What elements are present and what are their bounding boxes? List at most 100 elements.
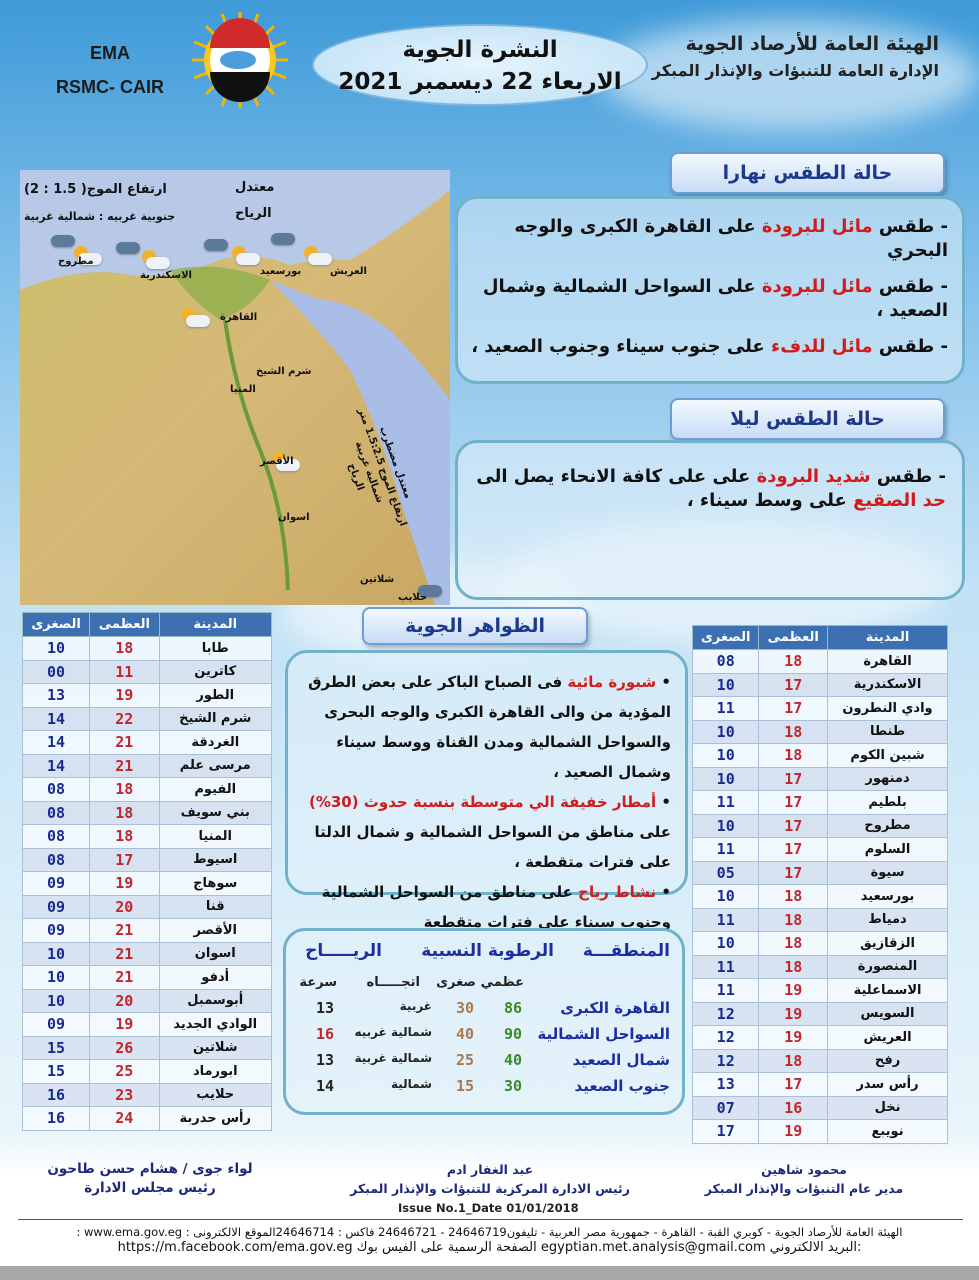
city-name: المنصورة — [827, 954, 948, 979]
min-temp: 14 — [21, 706, 91, 731]
org-line-1: الهيئة العامة للأرصاد الجوية — [685, 33, 939, 55]
max-temp: 17 — [758, 696, 829, 721]
max-temp: 18 — [89, 800, 160, 825]
sea-state-label: معتدل — [235, 180, 275, 195]
humidity-min: 30 — [455, 999, 474, 1017]
city-header: المدينة — [158, 612, 272, 637]
city-name: اسوان — [158, 941, 272, 966]
wind-speed: 13 — [315, 1051, 334, 1069]
city-label: بورسعيد — [260, 266, 302, 277]
city-name: طنطا — [827, 719, 948, 744]
min-temp: 08 — [691, 649, 760, 674]
egypt-weather-map: معتدل ارتفاع الموج( 1.5 : 2) الرياح جنوب… — [20, 170, 450, 605]
day-weather-title: حالة الطقس نهارا — [670, 152, 945, 194]
humidity-min: 25 — [455, 1051, 474, 1069]
bullet-icon: - — [932, 466, 946, 487]
table-row: نخل 16 07 — [691, 1095, 948, 1120]
city-label: اسوان — [278, 512, 310, 523]
city-name: بورسعيد — [827, 884, 948, 909]
humidity-min: 40 — [455, 1025, 474, 1043]
highlight-text: مائل للبرودة — [761, 276, 873, 297]
city-name: وادي النطرون — [827, 696, 948, 721]
min-temp: 10 — [691, 931, 760, 956]
wave-height-label: ارتفاع الموج( 1.5 : 2) — [24, 182, 167, 197]
table-row: حلايب 23 16 — [21, 1082, 272, 1107]
city-label: حلايب — [398, 592, 428, 603]
humidity-max-header: عظمي — [480, 975, 524, 990]
table-row: اسوان 21 10 — [21, 941, 272, 966]
max-header: العظمى — [758, 625, 829, 650]
min-temp: 09 — [21, 1012, 91, 1037]
max-header: العظمى — [89, 612, 160, 637]
city-name: الغردقة — [158, 730, 272, 755]
table-row: سوهاج 19 09 — [21, 871, 272, 896]
bullet-icon: • — [656, 793, 671, 811]
min-temp: 14 — [21, 753, 91, 778]
city-name: طابا — [158, 636, 272, 661]
max-temp: 17 — [758, 766, 829, 791]
min-temp: 10 — [691, 813, 760, 838]
bg-cloud — [600, 20, 979, 130]
signatory-name: محمود شاهين — [761, 1162, 847, 1177]
highlight-text: مائل للدفء — [771, 336, 873, 357]
highlight-text: مائل للبرودة — [761, 216, 873, 237]
bullet-text: على وسط سيناء ، — [686, 490, 854, 511]
city-name: بني سويف — [158, 800, 272, 825]
city-name: العريش — [827, 1025, 948, 1050]
city-name: السلوم — [827, 837, 948, 862]
bullet-item: - طقس مائل للبرودة على القاهرة الكبرى وا… — [466, 215, 948, 263]
max-temp: 16 — [758, 1095, 829, 1120]
rain-cloud-icon — [412, 578, 442, 600]
city-name: دمياط — [827, 907, 948, 932]
min-temp: 12 — [691, 1025, 760, 1050]
max-temp: 17 — [758, 813, 829, 838]
city-name: أبوسمبل — [158, 988, 272, 1013]
footer-links[interactable]: :البريد الالكتروني egyptian.met.analysis… — [117, 1240, 862, 1255]
max-temp: 18 — [758, 1048, 829, 1073]
min-temp: 08 — [21, 777, 91, 802]
wind-speed: 14 — [315, 1077, 334, 1095]
min-header: الصغرى — [21, 612, 91, 637]
max-temp: 19 — [89, 871, 160, 896]
bullet-item: • شبورة مائية فى الصباح الباكر على بعض ا… — [288, 667, 685, 787]
region-name: جنوب الصعيد — [574, 1077, 670, 1095]
table-row: المنصورة 18 11 — [691, 954, 948, 979]
signature-1: محمود شاهين مدير عام التنبؤات والإنذار ال… — [689, 1160, 919, 1198]
phenomena-box: • شبورة مائية فى الصباح الباكر على بعض ا… — [285, 650, 688, 931]
max-temp: 18 — [758, 954, 829, 979]
wind-direction-header: اتجـــــاه — [366, 975, 420, 990]
table-row: رأس سدر 17 13 — [691, 1072, 948, 1097]
city-name: الاسماعلية — [827, 978, 948, 1003]
city-label: الاسكندرية — [140, 270, 192, 281]
max-temp: 25 — [89, 1059, 160, 1084]
humidity-max: 40 — [503, 1051, 522, 1069]
table-row: الطور 19 13 — [21, 683, 272, 708]
table-row: بني سويف 18 08 — [21, 800, 272, 825]
table-row: السلوم 17 11 — [691, 837, 948, 862]
min-temp: 15 — [21, 1059, 91, 1084]
min-temp: 12 — [691, 1001, 760, 1026]
signatory-role: مدير عام التنبؤات والإنذار المبكر — [704, 1181, 904, 1196]
ema-label: EMA RSMC- CAIR — [45, 36, 175, 104]
city-name: السويس — [827, 1001, 948, 1026]
highlight-text: حد الصقيع — [853, 490, 946, 511]
table-header-row: المدينة العظمى الصغرى — [691, 625, 948, 650]
bullet-text: طقس — [872, 216, 935, 237]
max-temp: 19 — [758, 978, 829, 1003]
max-temp: 26 — [89, 1035, 160, 1060]
city-name: الزقازيق — [827, 931, 948, 956]
humidity-header: الرطوبة النسبية — [421, 941, 554, 961]
table-row: الفيوم 18 08 — [21, 777, 272, 802]
max-temp: 21 — [89, 730, 160, 755]
phenomena-title: الظواهر الجوية — [362, 607, 588, 645]
bullet-item: - طقس مائل للبرودة على السواحل الشمالية … — [466, 275, 948, 323]
min-temp: 10 — [21, 941, 91, 966]
city-name: أدفو — [158, 965, 272, 990]
wind-speed: 16 — [315, 1025, 334, 1043]
max-temp: 17 — [758, 837, 829, 862]
max-temp: 17 — [758, 860, 829, 885]
city-label: شلاتين — [360, 574, 395, 585]
highlight-text: شديد البرودة — [756, 466, 871, 487]
bullet-icon: • — [656, 883, 671, 901]
city-label: شرم الشيخ — [256, 366, 312, 377]
